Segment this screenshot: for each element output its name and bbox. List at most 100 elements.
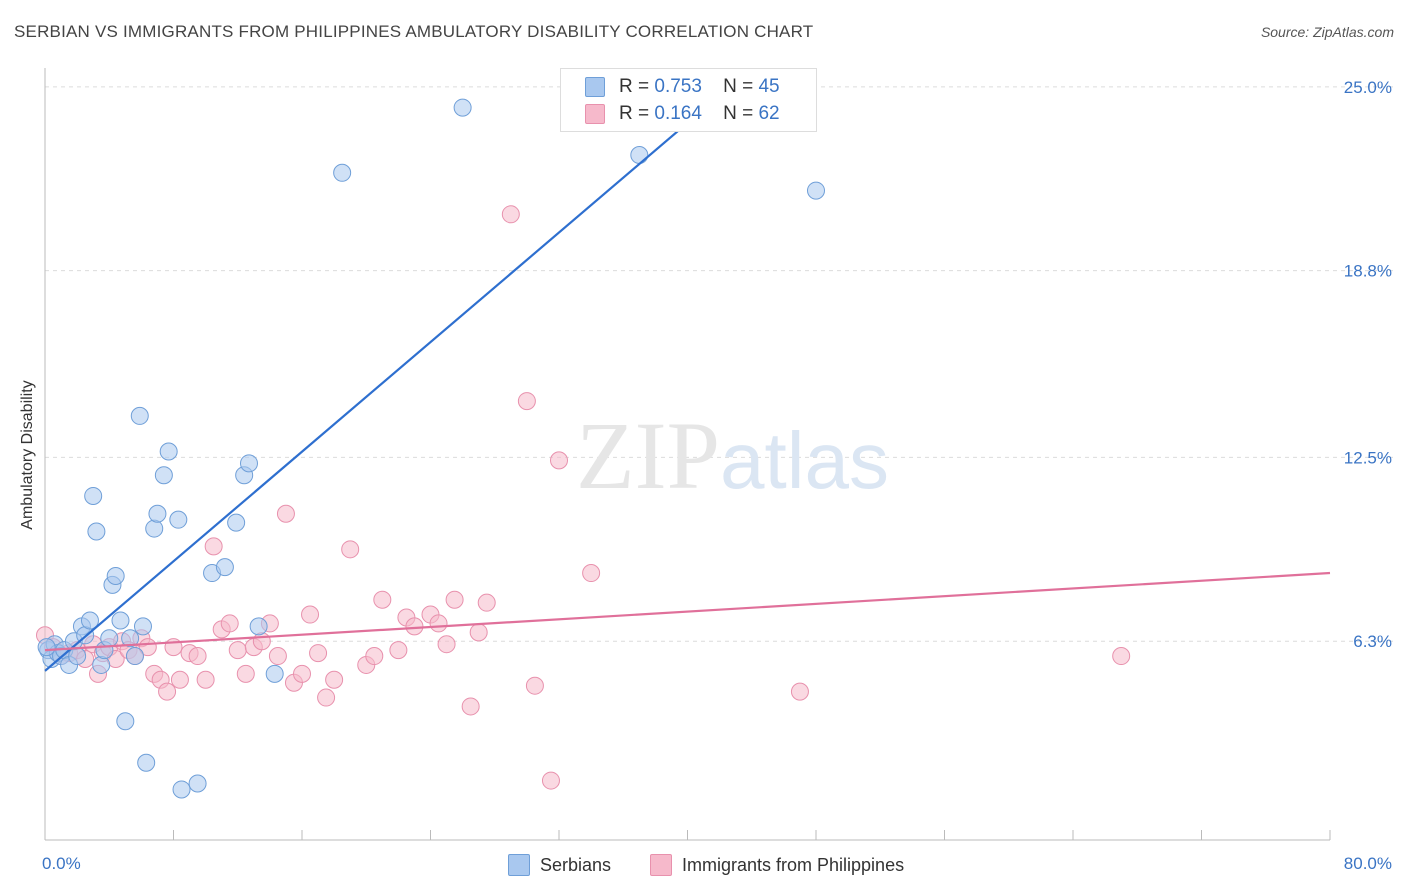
philippines-legend-swatch	[650, 854, 672, 876]
axes	[44, 68, 1331, 841]
x-tick-label-min: 0.0%	[42, 854, 81, 873]
legend-philippines-text: R = 0.164 N = 62	[619, 103, 780, 125]
serbian-point	[239, 454, 258, 473]
chart-title: SERBIAN VS IMMIGRANTS FROM PHILIPPINES A…	[14, 22, 814, 41]
watermark-atlas: atlas	[720, 416, 889, 505]
philippines-point	[1112, 647, 1131, 666]
philippines-point	[268, 647, 287, 666]
serbian-point	[92, 655, 111, 674]
philippines-point	[158, 682, 177, 701]
philippines-point	[220, 614, 239, 633]
serbian-point	[169, 510, 188, 529]
legend-n-label: N =	[723, 103, 754, 124]
philippines-swatch	[585, 104, 605, 124]
serbian-point	[333, 163, 352, 182]
watermark-zip: ZIP	[576, 402, 720, 509]
philippines-point	[477, 593, 496, 612]
philippines-point	[228, 641, 247, 660]
legend-n-value-serbians: 45	[758, 76, 780, 97]
philippines-point	[541, 771, 560, 790]
serbian-point	[111, 611, 130, 630]
serbian-point	[87, 522, 106, 541]
philippines-point	[301, 605, 320, 624]
philippines-point	[293, 664, 311, 683]
serbians-legend-label: Serbians	[540, 854, 612, 875]
philippines-trend-line	[44, 571, 1331, 652]
serbian-point	[148, 504, 167, 523]
philippines-point	[309, 644, 328, 663]
source-label: Source: ZipAtlas.com	[1260, 24, 1394, 40]
serbian-point	[145, 519, 164, 538]
philippines-point	[365, 647, 384, 666]
serbian-point	[215, 558, 234, 577]
serbians-swatch	[585, 77, 605, 97]
serbian-point	[84, 486, 103, 505]
y-tick-label: 18.8%	[1344, 262, 1392, 281]
philippines-point	[437, 635, 456, 654]
bottom-legend-serbians: Serbians	[508, 852, 611, 878]
legend-r-label: R =	[619, 103, 650, 124]
serbian-point	[188, 774, 207, 793]
legend-n-value-philippines: 62	[758, 103, 780, 124]
serbian-point	[130, 406, 149, 425]
serbian-point	[80, 611, 99, 630]
serbian-point	[68, 647, 87, 666]
serbian-point	[630, 146, 649, 165]
philippines-point	[276, 504, 295, 523]
serbian-point	[133, 617, 152, 636]
legend-r-value-philippines: 0.164	[654, 103, 702, 124]
serbian-point	[265, 664, 284, 683]
y-tick-label: 6.3%	[1353, 632, 1392, 651]
serbians-legend-swatch	[508, 854, 530, 876]
grid-lines	[45, 86, 1395, 642]
serbian-point	[172, 780, 191, 799]
philippines-point	[790, 682, 809, 701]
legend: R = 0.753 N = 45 R = 0.164 N = 62	[560, 68, 817, 132]
philippines-legend-label: Immigrants from Philippines	[682, 854, 905, 875]
legend-r-value-serbians: 0.753	[654, 76, 702, 97]
philippines-point	[236, 664, 255, 683]
serbian-point	[100, 629, 119, 648]
legend-serbians-text: R = 0.753 N = 45	[619, 76, 780, 98]
philippines-point	[325, 670, 344, 689]
philippines-point	[317, 688, 336, 707]
serbian-point	[137, 753, 156, 772]
serbian-point	[154, 466, 173, 485]
serbian-point	[807, 181, 825, 200]
philippines-point	[582, 564, 601, 583]
philippines-point	[501, 205, 520, 224]
philippines-point	[517, 392, 536, 411]
serbian-point	[116, 712, 135, 731]
philippines-point	[429, 614, 448, 633]
serbian-point	[227, 513, 246, 532]
legend-n-label: N =	[723, 76, 754, 97]
serbian-trend-line	[44, 74, 745, 672]
bottom-legend-philippines: Immigrants from Philippines	[650, 852, 904, 878]
philippines-point	[525, 676, 544, 695]
philippines-point	[389, 641, 408, 660]
philippines-point	[405, 617, 424, 636]
serbian-point	[121, 629, 140, 648]
philippines-point	[445, 590, 464, 609]
serbian-point	[37, 638, 56, 657]
y-tick-label: 12.5%	[1344, 448, 1392, 467]
philippines-point	[461, 697, 480, 716]
philippines-point	[204, 537, 223, 556]
philippines-point	[188, 647, 207, 666]
philippines-point	[373, 590, 392, 609]
philippines-point	[341, 540, 360, 559]
y-tick-label: 25.0%	[1344, 78, 1392, 97]
philippines-point	[170, 670, 189, 689]
philippines-point	[252, 632, 271, 651]
philippines-point	[550, 451, 568, 470]
legend-r-label: R =	[619, 76, 650, 97]
philippines-point	[196, 670, 215, 689]
x-tick-label-max: 80.0%	[1344, 854, 1392, 873]
serbian-point	[106, 567, 125, 585]
philippines-point	[469, 623, 488, 642]
serbian-points	[37, 98, 825, 799]
serbian-point	[159, 442, 178, 461]
serbian-point	[125, 647, 144, 666]
serbian-point	[453, 98, 472, 117]
